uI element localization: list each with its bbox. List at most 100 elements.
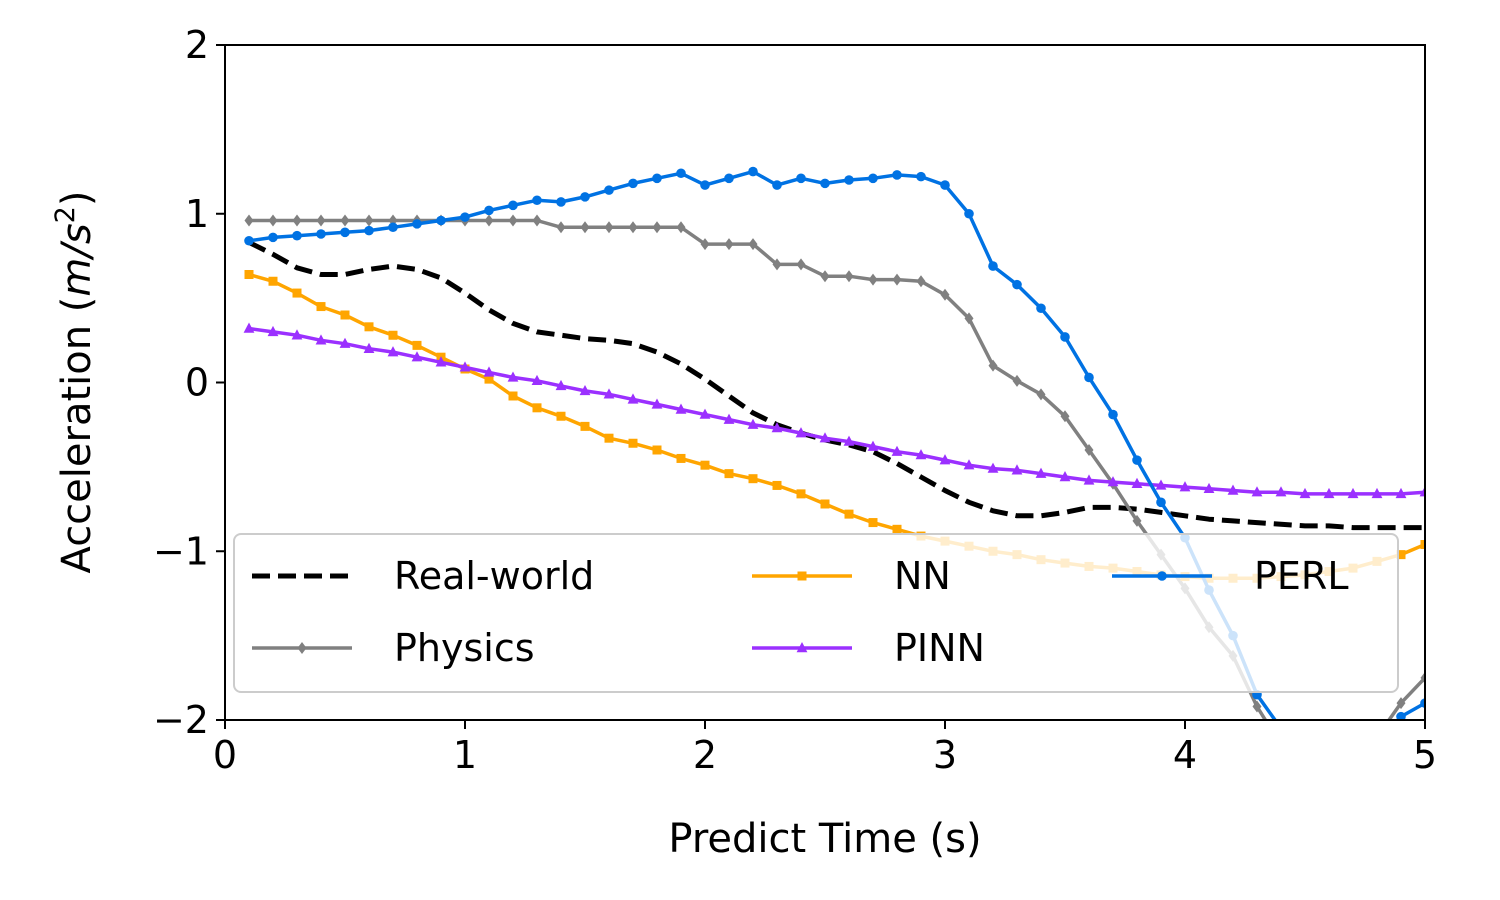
data-point-perl	[316, 229, 326, 239]
data-point-perl	[532, 195, 542, 206]
data-point-nn	[748, 474, 758, 484]
data-point-pinn	[939, 454, 951, 465]
data-point-perl	[724, 173, 734, 184]
data-point-nn	[484, 374, 494, 384]
x-axis-label: Predict Time (s)	[668, 816, 981, 862]
data-point-physics	[316, 214, 326, 227]
data-point-perl	[676, 168, 686, 179]
y-tick-label: 1	[185, 192, 209, 236]
ticks-layer: 0 1 2 3 4 5 2 1 0 −1 −2	[153, 23, 1437, 777]
data-point-nn	[844, 509, 854, 519]
data-point-physics	[724, 238, 734, 251]
data-point-perl	[388, 222, 398, 233]
data-point-physics	[700, 238, 710, 251]
data-point-nn	[796, 489, 806, 499]
legend-marker-pinn	[796, 642, 808, 653]
data-point-pinn	[1371, 487, 1383, 499]
data-point-pinn	[1251, 486, 1263, 497]
data-point-physics	[604, 221, 614, 234]
data-point-pinn	[1083, 474, 1095, 485]
data-point-perl	[460, 212, 470, 222]
data-point-physics	[844, 270, 854, 283]
data-point-pinn	[1275, 486, 1287, 497]
legend-entry-physics: Physics	[252, 626, 535, 670]
data-point-pinn	[819, 432, 831, 443]
data-point-perl	[508, 200, 518, 211]
data-point-pinn	[459, 361, 471, 372]
data-point-perl	[892, 170, 902, 180]
data-point-perl	[940, 180, 950, 190]
series-line-real-world	[247, 240, 1425, 531]
legend-marker-nn	[797, 571, 807, 581]
data-point-physics	[988, 359, 998, 372]
x-tick-label: 5	[1413, 733, 1437, 777]
legend-marker-physics	[297, 642, 307, 654]
data-point-perl	[436, 215, 446, 226]
legend-entry-nn: NN	[752, 554, 951, 598]
data-point-physics	[556, 221, 566, 234]
data-point-physics	[1396, 697, 1406, 710]
data-point-perl	[652, 173, 662, 184]
data-point-nn	[1396, 550, 1406, 560]
data-point-perl	[1108, 409, 1118, 420]
data-point-nn	[724, 469, 734, 479]
data-point-nn	[340, 310, 350, 320]
data-point-perl	[1012, 279, 1022, 290]
legend-box	[233, 533, 1399, 693]
data-point-perl	[1420, 698, 1425, 708]
legend-entry-real-world: Real-world	[252, 554, 594, 598]
data-point-nn	[316, 302, 326, 312]
data-point-pinn	[1227, 484, 1239, 495]
data-point-nn	[532, 403, 542, 413]
data-point-nn	[628, 438, 638, 448]
data-point-perl	[868, 173, 878, 184]
data-point-pinn	[627, 393, 639, 404]
data-point-physics	[964, 312, 974, 325]
data-point-pinn	[507, 371, 519, 382]
data-point-pinn	[363, 342, 375, 353]
data-point-pinn	[771, 422, 783, 433]
data-point-nn	[700, 460, 710, 470]
data-point-pinn	[1131, 477, 1143, 488]
data-point-nn	[412, 340, 422, 350]
data-point-perl	[700, 180, 710, 190]
data-point-physics	[364, 214, 374, 227]
data-point-perl	[412, 219, 422, 229]
data-point-nn	[676, 453, 686, 463]
data-point-physics	[868, 273, 878, 286]
data-point-pinn	[867, 440, 879, 451]
data-point-physics	[268, 214, 278, 227]
data-point-pinn	[291, 329, 303, 340]
data-point-physics	[244, 214, 254, 227]
data-point-physics	[1084, 444, 1094, 456]
data-point-pinn	[555, 379, 567, 391]
data-point-perl	[1036, 303, 1046, 314]
data-point-physics	[916, 275, 926, 288]
data-point-nn	[268, 276, 278, 286]
data-point-pinn	[1395, 487, 1407, 499]
data-point-physics	[628, 221, 638, 234]
legend-label-perl: PERL	[1254, 554, 1349, 598]
data-point-pinn	[339, 337, 351, 348]
data-point-nn	[1420, 540, 1425, 549]
data-point-perl	[1396, 711, 1406, 720]
data-point-nn	[772, 480, 782, 490]
data-point-perl	[772, 180, 782, 190]
data-point-pinn	[963, 459, 975, 470]
data-point-physics	[292, 214, 302, 227]
data-point-pinn	[1179, 481, 1191, 492]
data-point-nn	[556, 411, 566, 421]
data-point-perl	[988, 261, 998, 271]
data-point-pinn	[1203, 482, 1215, 494]
data-point-nn	[580, 421, 590, 431]
data-point-pinn	[603, 388, 615, 399]
legend-label-pinn: PINN	[894, 626, 985, 670]
data-point-physics	[340, 214, 350, 227]
data-point-pinn	[267, 325, 279, 337]
y-tick-label: −2	[153, 698, 209, 742]
legend-label-physics: Physics	[394, 626, 535, 670]
data-point-physics	[892, 273, 902, 286]
legend: Real-world Physics NN PINN PERL	[233, 533, 1399, 693]
data-point-pinn	[483, 366, 495, 377]
data-point-physics	[1252, 700, 1262, 713]
